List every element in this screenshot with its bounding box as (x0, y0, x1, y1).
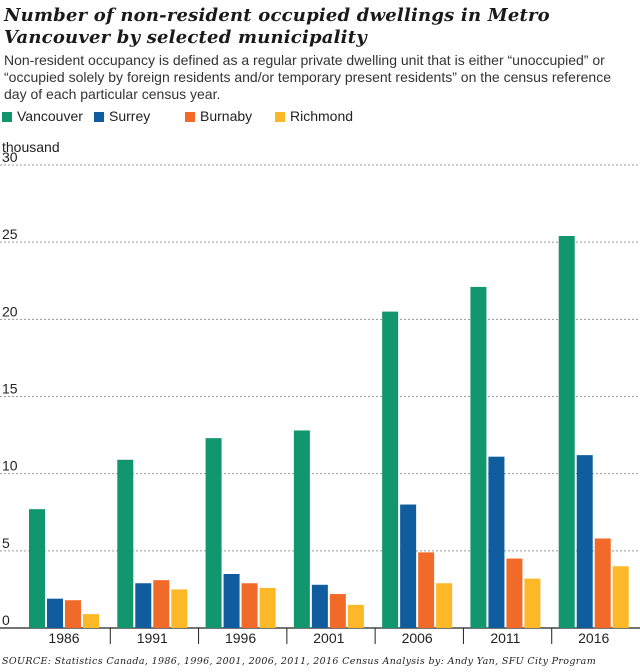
chart-subtitle: Non-resident occupancy is defined as a r… (4, 52, 611, 102)
legend-swatch-richmond (275, 112, 285, 122)
legend-item-vancouver: Vancouver (2, 108, 83, 124)
bar-burnaby-2011 (506, 558, 523, 628)
bar-burnaby-2016 (594, 538, 611, 628)
x-tick-label-2001: 2001 (313, 630, 344, 646)
y-axis-unit-label: thousand (2, 139, 60, 155)
bar-vancouver-2016 (558, 235, 575, 628)
bar-richmond-2016 (612, 566, 629, 628)
x-tick-label-2006: 2006 (402, 630, 433, 646)
bar-richmond-1991 (171, 589, 188, 628)
bar-surrey-2006 (400, 504, 417, 628)
source-note: SOURCE: Statistics Canada, 1986, 1996, 2… (2, 656, 597, 667)
y-tick-label-10: 10 (2, 458, 18, 474)
legend-item-richmond: Richmond (275, 108, 353, 124)
legend-label-richmond: Richmond (290, 108, 354, 124)
legend-item-surrey: Surrey (94, 108, 150, 124)
bar-burnaby-1991 (153, 580, 170, 628)
bar-vancouver-1986 (29, 509, 45, 628)
bar-surrey-2016 (576, 455, 593, 628)
x-tick-label-2011: 2011 (490, 630, 520, 646)
bar-richmond-1986 (83, 614, 99, 628)
bar-vancouver-2011 (470, 286, 487, 628)
bar-vancouver-1996 (205, 438, 222, 628)
legend-swatch-surrey (94, 112, 104, 122)
bar-richmond-2011 (524, 578, 541, 628)
bar-vancouver-2006 (382, 311, 399, 628)
bar-burnaby-1996 (241, 583, 258, 628)
legend-swatch-vancouver (2, 112, 12, 122)
legend-label-burnaby: Burnaby (200, 108, 253, 124)
y-tick-label-0: 0 (2, 612, 10, 628)
bar-surrey-1986 (47, 598, 63, 628)
y-tick-label-15: 15 (2, 381, 18, 397)
bar-surrey-1991 (135, 583, 152, 628)
x-tick-label-1996: 1996 (225, 630, 256, 646)
bar-vancouver-1991 (117, 459, 134, 628)
bar-richmond-2001 (347, 604, 364, 628)
bar-richmond-1996 (259, 587, 276, 628)
y-tick-label-25: 25 (2, 226, 18, 242)
chart-title: Number of non-resident occupied dwelling… (4, 5, 550, 48)
x-tick-label-1991: 1991 (137, 630, 168, 646)
bar-surrey-1996 (223, 573, 240, 628)
bar-burnaby-2006 (418, 552, 435, 628)
bar-burnaby-2001 (329, 594, 346, 628)
legend-label-surrey: Surrey (109, 108, 151, 124)
legend-swatch-burnaby (185, 112, 195, 122)
bar-vancouver-2001 (293, 430, 310, 628)
bar-burnaby-1986 (65, 600, 81, 628)
bar-surrey-2001 (311, 584, 328, 628)
x-tick-label-2016: 2016 (578, 630, 609, 646)
legend-item-burnaby: Burnaby (185, 108, 252, 124)
legend-label-vancouver: Vancouver (17, 108, 83, 124)
bar-chart: 0 5 10 15 20 25 30 1986 1991 1996 2001 2006 2011 2016 (0, 150, 640, 646)
y-tick-label-30: 30 (2, 150, 18, 165)
bar-richmond-2006 (436, 583, 453, 628)
bar-surrey-2011 (488, 456, 505, 628)
x-tick-label-1986: 1986 (48, 630, 79, 646)
y-tick-label-20: 20 (2, 303, 18, 319)
y-tick-label-5: 5 (2, 535, 10, 551)
